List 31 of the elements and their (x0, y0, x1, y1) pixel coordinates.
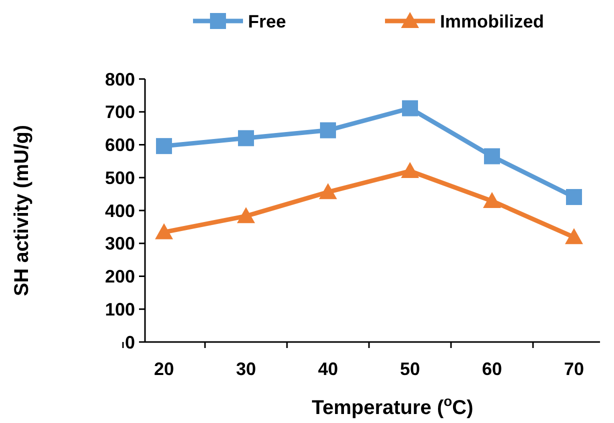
y-tick-label: 800 (104, 69, 135, 90)
point (319, 183, 337, 200)
point (320, 122, 336, 138)
y-axis-title: SH activity (mU/g) (11, 124, 33, 296)
point (401, 162, 419, 178)
point (238, 130, 254, 146)
y-tick-label: 600 (104, 135, 135, 156)
y-tick-label: 300 (104, 234, 135, 254)
x-axis-title: Temperature ($^{o}$C) (312, 393, 474, 419)
x-tick-label: 30 (236, 359, 256, 379)
point (565, 228, 583, 244)
point (155, 223, 173, 240)
point (484, 148, 500, 164)
x-tick-label: 20 (154, 359, 174, 379)
point (237, 207, 255, 224)
y-tick-label: 200 (104, 266, 135, 287)
x-tick-label: 60 (482, 359, 502, 379)
legend-label: Free (248, 11, 286, 32)
point (566, 189, 582, 206)
x-tick-label: 50 (400, 359, 420, 379)
x-tick-label: 70 (564, 359, 584, 379)
point (483, 192, 501, 208)
y-tick-label: 700 (104, 102, 135, 122)
x-tick-label: 40 (318, 359, 338, 379)
point (402, 100, 418, 116)
y-tick-label: 400 (104, 200, 135, 221)
y-tick-label: 500 (104, 168, 135, 188)
legend-label: Immobilized (440, 11, 544, 32)
y-tick-label: 100 (104, 299, 135, 320)
point (156, 138, 172, 154)
y-tick-label: 0 (124, 332, 135, 352)
